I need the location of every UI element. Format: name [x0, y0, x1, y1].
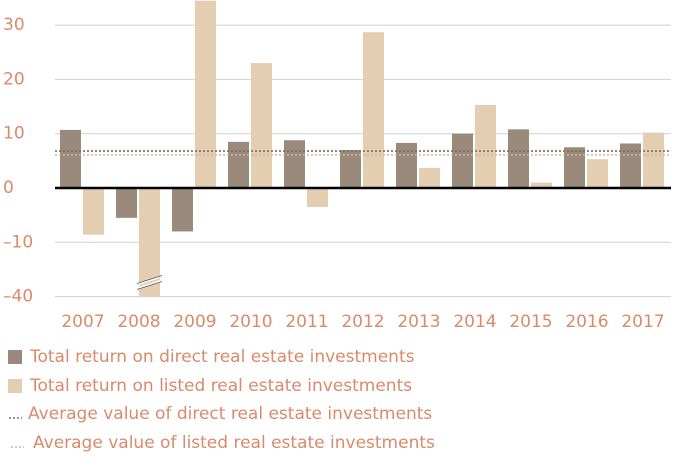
- x-tick-label: 2011: [285, 312, 328, 332]
- axis-break: [136, 279, 163, 290]
- x-tick-label: 2010: [229, 312, 272, 332]
- bar: [340, 149, 361, 188]
- bar: [251, 63, 272, 188]
- legend-swatch: [8, 379, 22, 393]
- bar: [116, 188, 137, 218]
- bar: [643, 132, 664, 188]
- y-tick-label: 20: [3, 69, 25, 89]
- y-tick-label: 0: [3, 178, 14, 198]
- legend-label: Total return on direct real estate inves…: [29, 347, 415, 367]
- bar: [307, 188, 328, 208]
- bar: [363, 32, 384, 189]
- bar: [172, 188, 193, 232]
- bar: [452, 133, 473, 188]
- y-tick-label: 10: [3, 124, 25, 144]
- legend-label: Average value of direct real estate inve…: [28, 404, 432, 424]
- axis-break: [136, 275, 163, 284]
- x-tick-label: 2012: [341, 312, 384, 332]
- bar: [139, 188, 160, 297]
- axis-break: [136, 281, 163, 290]
- bar: [284, 140, 305, 188]
- bar: [195, 0, 216, 189]
- bar: [620, 143, 641, 188]
- y-tick-label: –10: [3, 232, 33, 252]
- x-tick-label: 2013: [397, 312, 440, 332]
- bar: [396, 142, 417, 188]
- bar: [228, 141, 249, 188]
- x-tick-label: 2016: [565, 312, 608, 332]
- y-tick-label: –40: [3, 287, 33, 307]
- x-tick-label: 2009: [173, 312, 216, 332]
- bar: [564, 147, 585, 188]
- bar: [475, 104, 496, 188]
- x-tick-label: 2015: [509, 312, 552, 332]
- bar: [508, 129, 529, 188]
- bar: [83, 188, 104, 235]
- x-tick-label: 2017: [621, 312, 664, 332]
- legend-label: Average value of listed real estate inve…: [33, 433, 435, 453]
- axis-break: [136, 275, 163, 286]
- x-tick-label: 2014: [453, 312, 496, 332]
- legend-label: Total return on listed real estate inves…: [29, 376, 412, 396]
- x-tick-label: 2007: [61, 312, 104, 332]
- x-tick-label: 2008: [117, 312, 160, 332]
- bar: [531, 182, 552, 188]
- y-tick-label: 30: [3, 15, 25, 35]
- bar: [60, 129, 81, 188]
- legend-swatch: [8, 350, 22, 364]
- bar: [419, 167, 440, 188]
- bar: [587, 159, 608, 188]
